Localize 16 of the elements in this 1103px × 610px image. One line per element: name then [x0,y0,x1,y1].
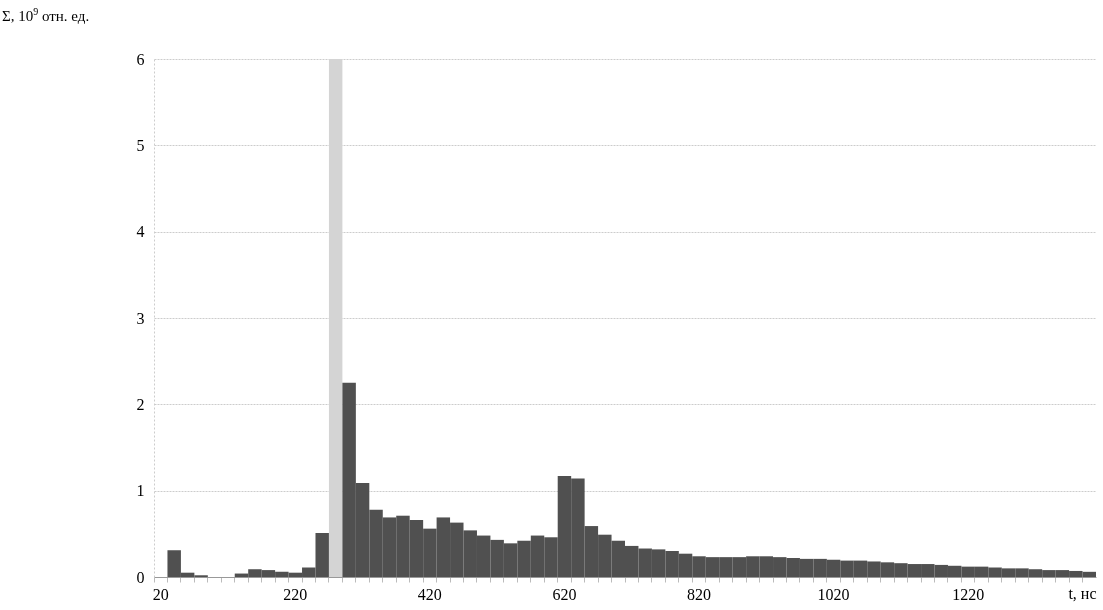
y-tick-label: 4 [136,223,145,241]
x-tick-label: 620 [552,585,577,603]
y-tick-label: 3 [136,309,145,327]
y-axis-title: Σ, 10$^{9}$ отн. ед. [2,6,90,25]
x-tick-label: 1220 [952,585,985,603]
x-tick-label: 1020 [817,585,850,603]
x-tick-label: 20 [152,585,169,603]
y-tick-label: 1 [136,482,145,500]
y-tick-label: 5 [136,136,145,154]
y-tick-label: 6 [136,50,145,68]
x-tick-label: 820 [687,585,712,603]
y-tick-label: 2 [136,395,145,413]
x-axis-title: t, нс [1068,584,1097,602]
y-tick-label: 0 [136,568,145,586]
x-tick-label: 220 [283,585,308,603]
x-tick-label: 420 [417,585,442,603]
